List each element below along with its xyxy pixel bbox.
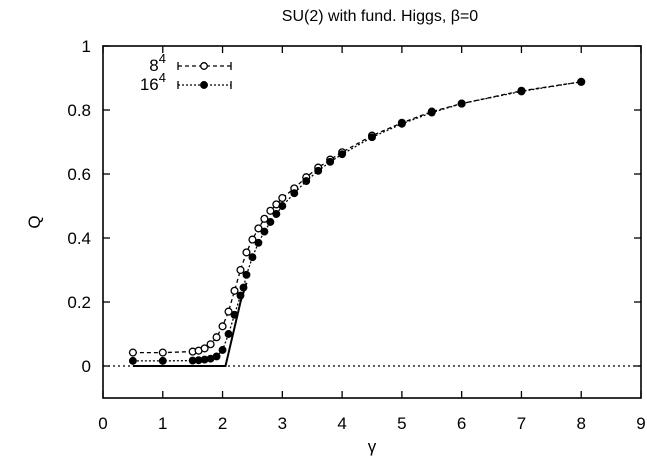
data-point-series-1 — [212, 352, 221, 361]
data-point-series-0 — [260, 214, 269, 223]
data-point-series-1 — [278, 202, 287, 210]
x-tick-label: 0 — [98, 414, 107, 433]
series-layer — [128, 77, 586, 367]
data-point-series-0 — [230, 286, 239, 295]
data-point-series-1 — [302, 177, 311, 185]
data-point-series-1 — [577, 77, 586, 86]
data-point-series-1 — [457, 99, 466, 108]
data-point-series-0 — [158, 348, 167, 357]
data-point-series-0 — [128, 348, 137, 357]
data-point-series-1 — [427, 108, 436, 117]
legend-marker — [200, 62, 208, 70]
x-tick-label: 3 — [278, 414, 287, 433]
data-point-series-1 — [397, 119, 406, 128]
data-point-series-1 — [260, 227, 269, 236]
y-tick-label: 0.4 — [67, 229, 91, 248]
legend-label: 164 — [140, 70, 166, 94]
x-axis-title: γ — [368, 437, 377, 456]
y-tick-label: 0.6 — [67, 165, 91, 184]
y-tick-label: 0.8 — [67, 101, 91, 120]
data-point-series-1 — [290, 189, 299, 198]
series-line-2 — [132, 282, 248, 367]
legend-label: 84 — [149, 51, 166, 75]
data-point-series-0 — [242, 248, 251, 257]
legend-marker — [200, 81, 208, 89]
series-line-1 — [132, 81, 582, 362]
data-point-series-1 — [368, 133, 376, 142]
data-point-series-1 — [218, 346, 227, 354]
y-tick-label: 0.2 — [67, 293, 91, 312]
data-point-series-1 — [158, 356, 167, 365]
series-line-0 — [132, 81, 582, 354]
x-tick-label: 6 — [457, 414, 466, 433]
data-point-series-0 — [266, 206, 275, 215]
data-point-series-1 — [338, 150, 347, 159]
data-point-series-0 — [248, 235, 257, 244]
data-point-series-1 — [254, 238, 263, 247]
data-point-series-1 — [266, 218, 275, 226]
data-point-series-1 — [272, 210, 281, 218]
y-tick-label: 0 — [82, 357, 91, 376]
x-tick-label: 7 — [517, 414, 526, 433]
data-point-series-0 — [200, 344, 209, 353]
data-point-series-1 — [314, 166, 323, 175]
data-point-series-1 — [326, 157, 335, 166]
data-point-series-1 — [128, 356, 137, 365]
x-tick-label: 4 — [337, 414, 346, 433]
data-point-series-0 — [224, 307, 233, 316]
data-point-series-0 — [212, 333, 221, 342]
data-point-series-0 — [236, 265, 245, 275]
data-point-series-0 — [278, 193, 287, 203]
y-axis-title: Q — [25, 215, 44, 228]
data-point-series-0 — [218, 322, 227, 331]
x-tick-label: 8 — [576, 414, 585, 433]
plot-frame — [102, 45, 642, 399]
x-tick-label: 5 — [397, 414, 406, 433]
x-tick-label: 9 — [636, 414, 645, 433]
y-tick-label: 1 — [82, 37, 91, 56]
data-point-series-1 — [242, 270, 251, 279]
chart-title: SU(2) with fund. Higgs, β=0 — [282, 8, 479, 25]
x-tick-label: 1 — [158, 414, 167, 433]
data-point-series-1 — [248, 253, 257, 262]
ticks-layer: 0 1 2 3 4 5 6 7 8 9 0 0.2 0.4 0.6 0.8 1 — [67, 37, 645, 433]
data-point-series-0 — [254, 224, 263, 233]
data-point-series-1 — [517, 87, 526, 96]
x-tick-label: 2 — [218, 414, 227, 433]
data-point-series-0 — [206, 340, 215, 349]
data-point-series-1 — [224, 330, 233, 338]
